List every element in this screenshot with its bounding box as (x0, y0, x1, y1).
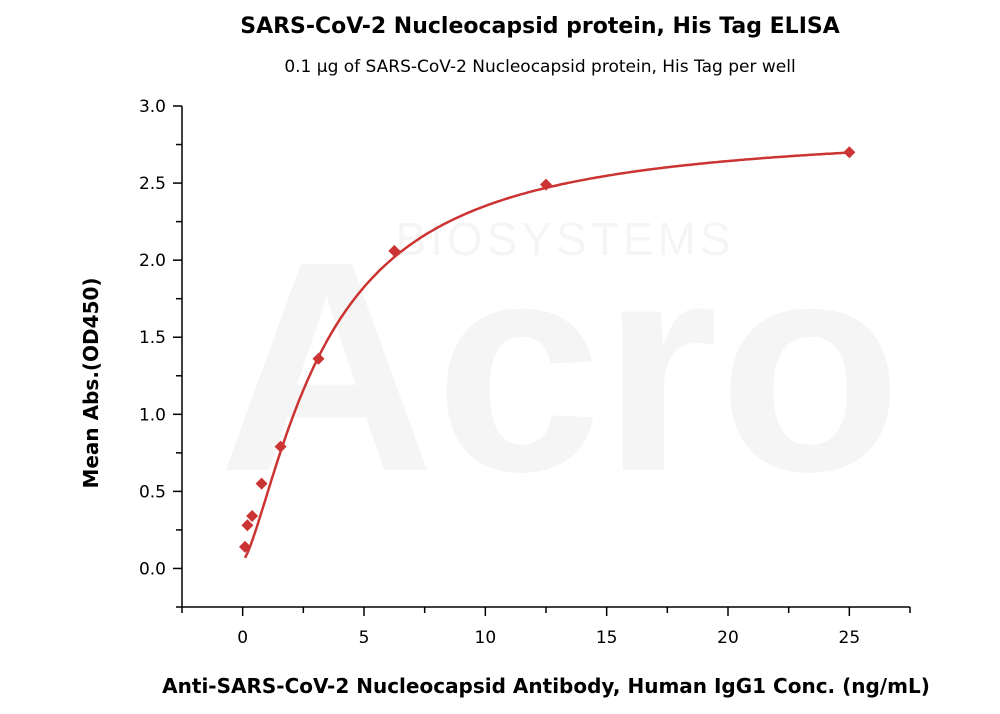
x-tick-label: 25 (839, 628, 861, 648)
x-axis-label: Anti-SARS-CoV-2 Nucleocapsid Antibody, H… (162, 674, 930, 698)
chart-subtitle: 0.1 μg of SARS-CoV-2 Nucleocapsid protei… (284, 57, 796, 77)
data-point (274, 440, 287, 453)
y-tick-label: 1.0 (139, 405, 166, 425)
x-tick-label: 0 (237, 628, 248, 648)
data-point (255, 477, 268, 490)
data-point (246, 510, 259, 523)
y-axis-label: Mean Abs.(OD450) (79, 277, 103, 488)
fit-curve (243, 151, 850, 559)
y-tick-label: 3.0 (139, 97, 166, 117)
data-point (239, 540, 252, 553)
data-point (843, 146, 856, 159)
y-tick-label: 2.0 (139, 251, 166, 271)
data-point (241, 519, 254, 532)
data-point (388, 244, 401, 257)
chart-title: SARS-CoV-2 Nucleocapsid protein, His Tag… (240, 14, 840, 39)
y-tick-label: 1.5 (139, 328, 166, 348)
data-point (540, 178, 552, 191)
y-tick-label: 2.5 (139, 174, 166, 194)
svg-text:BIOSYSTEMS: BIOSYSTEMS (395, 213, 734, 265)
x-tick-label: 15 (596, 628, 618, 648)
y-tick-label: 0.0 (139, 559, 166, 579)
x-tick-label: 10 (475, 628, 497, 648)
x-tick-label: 20 (717, 628, 739, 648)
watermark: Acro BIOSYSTEMS (218, 198, 902, 534)
y-tick-label: 0.5 (139, 482, 166, 502)
data-point (312, 352, 325, 365)
x-tick-label: 5 (359, 628, 370, 648)
